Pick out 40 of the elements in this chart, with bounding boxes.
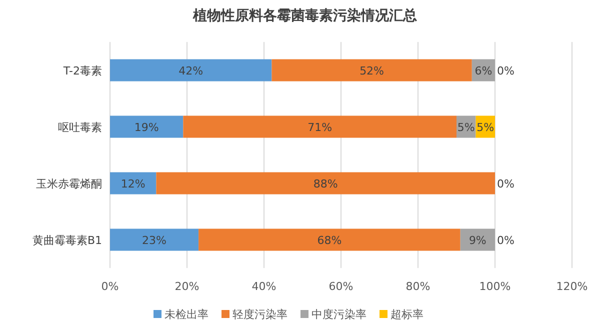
x-tick-label: 60%	[328, 280, 354, 293]
bar	[198, 228, 460, 251]
bar	[460, 228, 495, 251]
data-label: 0%	[497, 234, 514, 247]
data-label: 0%	[497, 177, 514, 190]
legend-label: 中度污染率	[312, 308, 366, 321]
bar	[156, 172, 495, 194]
x-tick-label: 80%	[406, 280, 430, 293]
data-label: 0%	[497, 64, 514, 78]
data-label: 5%	[476, 120, 494, 134]
bar	[272, 59, 472, 82]
x-tick-label: 40%	[252, 280, 276, 293]
x-tick-label: 0%	[101, 280, 119, 293]
legend-label: 未检出率	[164, 308, 208, 321]
data-label: 12%	[120, 177, 146, 190]
data-label: 19%	[134, 120, 159, 134]
x-tick-label: 120%	[556, 280, 588, 293]
bar	[110, 228, 199, 251]
bar	[110, 59, 272, 82]
bar	[110, 172, 156, 194]
y-tick-label: 呕吐毒素	[58, 120, 102, 134]
data-label: 6%	[474, 64, 492, 78]
legend-label: 超标率	[390, 308, 424, 321]
data-label: 5%	[457, 120, 475, 134]
data-label: 68%	[317, 234, 342, 247]
data-label: 42%	[178, 64, 204, 78]
data-label: 52%	[360, 64, 384, 78]
y-tick-label: 玉米赤霉烯酮	[36, 177, 102, 190]
chart-title: 植物性原料各霉菌毒素污染情况汇总	[192, 7, 417, 24]
x-tick-label: 100%	[479, 280, 511, 293]
data-label: 9%	[468, 234, 486, 247]
data-label: 23%	[142, 234, 166, 247]
data-label: 71%	[308, 120, 332, 134]
bar	[110, 116, 184, 138]
bar	[183, 116, 456, 138]
data-label: 88%	[313, 177, 338, 190]
legend-label: 轻度污染率	[232, 308, 288, 321]
x-tick-label: 20%	[174, 280, 200, 293]
y-tick-label: 黄曲霉毒素B1	[32, 234, 102, 247]
y-tick-label: T-2毒素	[62, 64, 102, 78]
